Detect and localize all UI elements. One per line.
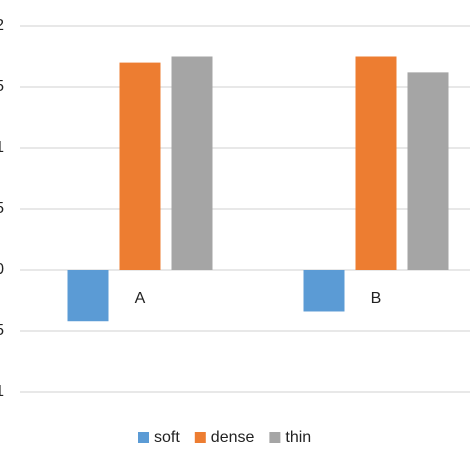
y-tick-label: 0.5 [0, 200, 4, 217]
bar [407, 72, 449, 270]
y-tick-label: 1 [0, 139, 4, 156]
bar [171, 56, 213, 270]
legend-swatch [269, 432, 281, 443]
legend-swatch [194, 432, 206, 443]
legend-label: dense [211, 429, 255, 446]
legend-swatch [138, 432, 149, 443]
y-tick-label: 0 [0, 261, 4, 278]
bar [67, 270, 109, 322]
legend-label: thin [285, 429, 311, 446]
bar [303, 270, 345, 312]
bar [119, 62, 161, 270]
y-tick-label: -0.5 [0, 322, 4, 339]
bar [355, 56, 397, 270]
y-tick-label: 2 [0, 17, 4, 34]
x-tick-label: A [135, 290, 146, 307]
legend-label: soft [154, 429, 180, 446]
y-tick-label: -1 [0, 383, 4, 400]
x-tick-label: B [371, 290, 382, 307]
y-tick-label: 1.5 [0, 78, 4, 95]
